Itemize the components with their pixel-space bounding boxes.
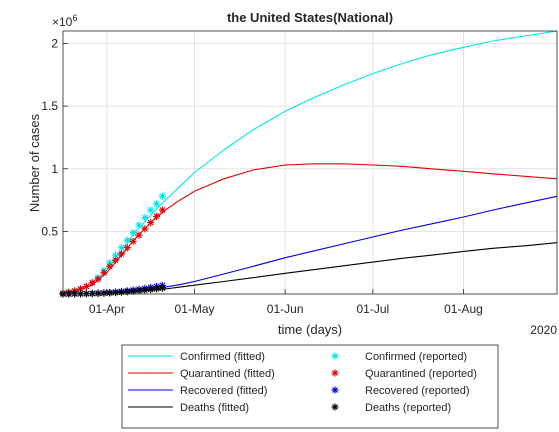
legend-entry-confirmed-reported: Confirmed (reported) [331,351,467,363]
x-tick-label: 01-Jul [357,302,390,316]
data-point-deaths-reported [158,284,166,292]
data-point-quarantined-reported [106,262,114,271]
data-point-quarantined-reported [88,279,96,287]
y-tick-label: 1.5 [41,99,58,113]
data-point-quarantined-reported [152,212,161,220]
data-point-confirmed-reported [152,200,161,208]
legend-box [121,344,499,429]
legend-entry-recovered-fitted: Recovered (fitted) [128,385,267,397]
legend-entry-deaths-fitted: Deaths (fitted) [128,402,249,414]
data-point-quarantined-reported [158,206,166,214]
data-point-confirmed-reported [141,214,149,222]
data-point-deaths-reported [141,286,149,294]
axis-ticks: 01-Apr 01-May 01-Jun 01-Jul 01-Aug 0.5 1 1.5 2 [41,37,483,316]
legend-swatch-marker [331,369,339,377]
data-point-quarantined-reported [129,237,137,245]
legend-swatch-marker [331,403,339,411]
data-point-confirmed-reported [123,236,131,244]
data-point-quarantined-reported [82,282,90,291]
y-tick-label: 0.5 [41,224,58,238]
legend-entry-recovered-reported: Recovered (reported) [331,385,470,397]
data-point-quarantined-reported [135,231,143,239]
data-point-quarantined-reported [112,256,120,264]
data-point-confirmed-reported [135,221,143,229]
legend-entry-quarantined-fitted: Quarantined (fitted) [128,368,275,380]
data-point-deaths-reported [152,285,161,293]
data-point-confirmed-reported [147,206,155,214]
data-point-confirmed-reported [158,192,166,200]
legend-swatch-marker [331,352,339,360]
legend-label: Confirmed (reported) [365,351,467,363]
data-point-quarantined-reported [141,225,149,233]
legend-label: Recovered (reported) [365,385,470,397]
x-tick-label: 01-May [175,302,215,316]
y-tick-label: 1 [51,162,58,176]
x-tick-label: 01-Aug [444,302,483,316]
series-line-quarantined-fitted [62,163,558,294]
x-axis-year-label: 2020 [530,323,557,337]
plot-series [59,30,558,298]
data-point-quarantined-reported [123,244,131,252]
legend-swatch-marker [331,386,339,394]
x-tick-label: 01-Jun [267,302,304,316]
data-point-deaths-reported [135,287,143,295]
legend-label: Deaths (fitted) [180,402,249,414]
legend-entry-quarantined-reported: Quarantined (reported) [331,368,477,380]
legend-label: Confirmed (fitted) [180,351,265,363]
y-axis-exponent: ×106 [52,13,77,29]
data-point-deaths-reported [147,285,155,294]
data-point-quarantined-reported [147,219,155,227]
legend-entry-confirmed-fitted: Confirmed (fitted) [128,351,265,363]
legend-label: Quarantined (reported) [365,368,477,380]
x-axis-label: time (days) [278,322,342,337]
legend-label: Recovered (fitted) [180,385,267,397]
legend-entry-deaths-reported: Deaths (reported) [331,402,451,414]
data-point-quarantined-reported [117,250,126,258]
plot-frame [62,30,558,295]
y-axis-label: Number of cases [27,113,42,212]
exponent-power: 6 [72,13,77,23]
x-tick-label: 01-Apr [89,302,125,316]
svg-text:×106: ×106 [52,13,77,29]
legend-label: Quarantined (fitted) [180,368,275,380]
data-point-confirmed-reported [129,229,137,237]
y-tick-label: 2 [51,37,58,51]
data-point-quarantined-reported [94,275,102,283]
chart-title: the United States(National) [227,10,393,25]
legend: Confirmed (fitted) Confirmed (reported) Qu… [121,344,499,429]
grid [63,31,557,294]
exponent-base: ×10 [52,15,73,29]
data-point-quarantined-reported [100,269,108,277]
legend-label: Deaths (reported) [365,402,451,414]
